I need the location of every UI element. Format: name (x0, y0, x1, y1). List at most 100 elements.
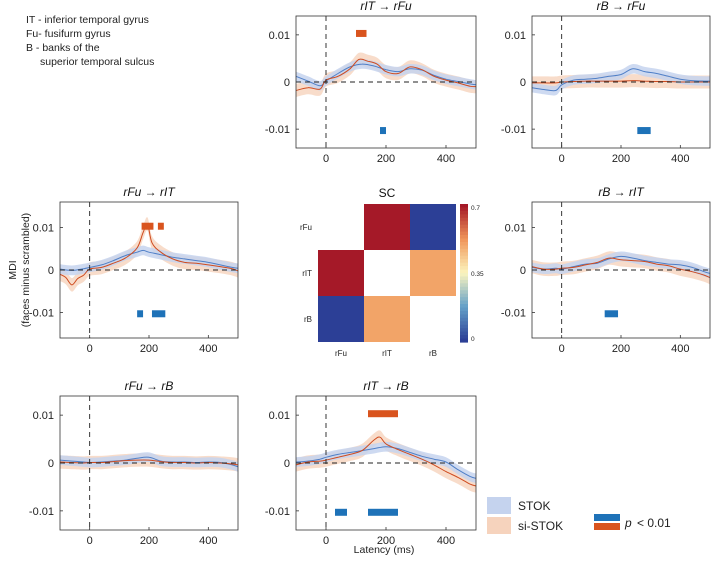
x-tick-label: 200 (377, 153, 395, 165)
stok-series-line (60, 249, 238, 271)
x-tick-label: 0 (559, 153, 565, 165)
panel-rfu-rb: rFu → rB 0 200 400 -0.01 0 0.01 (29, 379, 239, 547)
colorbar-tick-label: 0 (471, 336, 475, 343)
heatmap-cell-rFu-rIT (364, 204, 410, 250)
heatmap-col-label: rFu (335, 349, 347, 358)
panel-rfu-rit: rFu → rIT 0 200 400 -0.01 0 0.01 (29, 185, 239, 355)
panel-rb-rfu: rB → rFu 0 200 400 -0.01 0 0.01 (501, 0, 711, 165)
abbrev-b: B - banks of the (26, 42, 100, 54)
y-tick-label: 0.01 (505, 30, 526, 42)
colorbar-segment (460, 252, 468, 257)
colorbar-segment (460, 269, 468, 274)
colorbar-segment (460, 307, 468, 312)
significance-bar-blue (335, 508, 347, 516)
legend-sistok-label: si-STOK (518, 519, 563, 533)
colorbar-tick-label: 0.7 (471, 205, 480, 212)
colorbar-segment (460, 207, 468, 212)
si-stok-confidence-band (296, 52, 476, 97)
significance-bar-blue (604, 310, 619, 318)
legend-stok-label: STOK (518, 499, 550, 513)
abbreviation-legend: IT - inferior temporal gyrus Fu- fusifur… (26, 14, 154, 68)
x-tick-label: 400 (437, 535, 455, 547)
stok-confidence-band (60, 452, 238, 472)
colorbar-segment (460, 321, 468, 326)
panel-title: rIT → rFu (360, 0, 412, 13)
x-tick-label: 400 (671, 343, 689, 355)
significance-bar-blue (380, 127, 386, 135)
colorbar-tick-label: 0.35 (471, 271, 484, 278)
x-tick-label: 400 (199, 343, 217, 355)
colorbar-segment (460, 328, 468, 333)
colorbar-segment (460, 241, 468, 246)
legend-sig-blue-swatch (594, 514, 620, 521)
x-tick-label: 0 (87, 343, 93, 355)
significance-bar-red (356, 29, 367, 37)
y-tick-label: 0 (48, 265, 54, 277)
panel-title: rFu → rB (125, 379, 174, 393)
colorbar-segment (460, 204, 468, 209)
x-tick-label: 200 (612, 153, 630, 165)
colorbar-segment (460, 297, 468, 302)
colorbar-segment (460, 248, 468, 253)
heatmap-cell-rIT-rFu (318, 250, 364, 296)
y-tick-label: -0.01 (265, 124, 290, 136)
significance-bar-red (141, 222, 154, 230)
panel-title: rB → rIT (598, 185, 645, 199)
x-tick-label: 400 (199, 535, 217, 547)
stok-series-line (532, 68, 710, 92)
y-tick-label: -0.01 (501, 308, 526, 320)
heatmap-cell-rFu-rFu (318, 204, 364, 250)
panel-rit-rb: rIT → rB 0 200 400 -0.01 0 0.01 (265, 379, 477, 547)
colorbar-segment (460, 231, 468, 236)
colorbar-segment (460, 317, 468, 322)
legend-stok-swatch (487, 497, 511, 514)
panel-sc-heatmap: SC rFu rIT rB rFu rIT rB 0.7 0.35 0 (300, 186, 484, 358)
legend-sig-text: < 0.01 (637, 516, 671, 530)
panel-title: rFu → rIT (123, 185, 176, 199)
stok-series-line (296, 446, 476, 479)
y-tick-label: 0 (284, 458, 290, 470)
colorbar-segment (460, 262, 468, 267)
colorbar-segment (460, 221, 468, 226)
stok-confidence-band (60, 245, 238, 276)
y-tick-label: 0.01 (505, 223, 526, 235)
panel-rit-rfu: rIT → rFu 0 200 400 -0.01 0 0.01 (265, 0, 477, 165)
ylabel-main: MDI (7, 260, 19, 279)
significance-bar-blue (151, 310, 166, 318)
colorbar-segment (460, 273, 468, 278)
ylabel-sub: (faces minus scrambled) (20, 213, 32, 327)
si-stok-confidence-band (60, 217, 238, 292)
y-tick-label: 0 (520, 77, 526, 89)
legend-sig-p: p (624, 516, 632, 530)
y-tick-label: -0.01 (265, 506, 290, 518)
panel-title: rB → rFu (597, 0, 646, 13)
x-tick-label: 0 (323, 535, 329, 547)
colorbar-segment (460, 304, 468, 309)
si-stok-series-line (60, 223, 238, 286)
heatmap-row-label: rFu (300, 223, 312, 232)
significance-bar-blue (137, 310, 144, 318)
x-tick-label: 0 (323, 153, 329, 165)
colorbar-segment (460, 224, 468, 229)
colorbar-segment (460, 338, 468, 343)
heatmap-title: SC (379, 186, 396, 200)
colorbar-segment (460, 210, 468, 215)
colorbar-segment (460, 245, 468, 250)
stok-confidence-band (532, 63, 710, 96)
heatmap-row-label: rIT (302, 269, 312, 278)
y-tick-label: 0 (48, 458, 54, 470)
si-stok-series-line (296, 436, 476, 487)
colorbar-segment (460, 266, 468, 271)
x-tick-label: 400 (437, 153, 455, 165)
colorbar-segment (460, 293, 468, 298)
heatmap-col-label: rIT (382, 349, 392, 358)
colorbar-segment (460, 310, 468, 315)
abbrev-fu: Fu- fusifurm gyrus (26, 28, 111, 40)
x-tick-label: 0 (559, 343, 565, 355)
heatmap-cell-rIT-rIT (364, 250, 410, 296)
colorbar-segment (460, 290, 468, 295)
significance-bar-red (368, 410, 398, 418)
heatmap-cell-rB-rIT (364, 296, 410, 342)
x-axis-label: Latency (ms) (354, 544, 415, 556)
y-tick-label: 0 (284, 77, 290, 89)
